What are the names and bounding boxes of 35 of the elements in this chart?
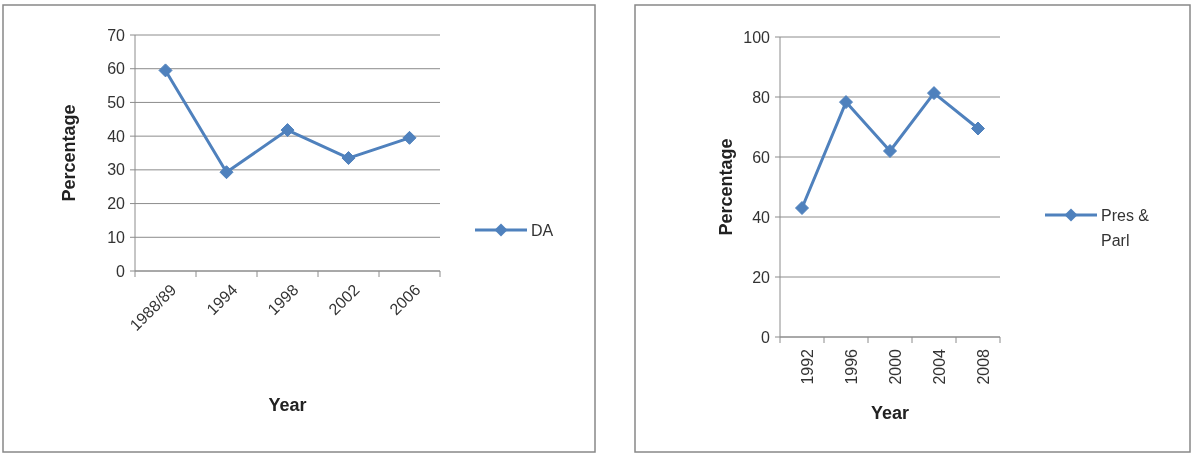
point bbox=[795, 201, 809, 215]
point bbox=[971, 121, 985, 136]
x-tick-label: 2000 bbox=[886, 348, 904, 385]
y-tick-label: 60 bbox=[752, 148, 771, 166]
point bbox=[927, 86, 941, 101]
point bbox=[158, 63, 173, 78]
x-tick-label: 1996 bbox=[842, 348, 860, 385]
x-tick-label: 2008 bbox=[974, 348, 992, 385]
y-tick-label: 80 bbox=[752, 88, 771, 106]
y-tick-label: 10 bbox=[107, 228, 126, 246]
point bbox=[839, 95, 853, 110]
x-tick-label: 2004 bbox=[930, 348, 948, 385]
point bbox=[341, 151, 356, 166]
legend-label: DA bbox=[531, 221, 554, 239]
y-tick-label: 40 bbox=[107, 127, 126, 145]
y-tick-label: 60 bbox=[107, 60, 126, 78]
x-tick-label: 1992 bbox=[798, 348, 816, 385]
y-tick-label: 40 bbox=[752, 208, 771, 226]
point bbox=[280, 123, 295, 138]
y-axis-title: Percentage bbox=[716, 138, 736, 236]
y-axis-title: Percentage bbox=[59, 104, 79, 202]
y-tick-label: 20 bbox=[107, 195, 126, 213]
legend-label: Pres & Parl bbox=[1101, 206, 1150, 250]
y-tick-label: 30 bbox=[107, 161, 126, 179]
point bbox=[219, 165, 234, 180]
y-tick-label: 0 bbox=[116, 262, 126, 280]
y-tick-label: 70 bbox=[107, 26, 126, 44]
point bbox=[402, 130, 417, 145]
y-tick-label: 0 bbox=[761, 328, 771, 346]
x-axis-title: Year bbox=[870, 403, 910, 423]
y-tick-label: 50 bbox=[107, 94, 126, 112]
y-tick-label: 20 bbox=[752, 268, 771, 286]
point bbox=[883, 144, 897, 158]
x-axis-title: Year bbox=[268, 395, 307, 415]
y-tick-label: 100 bbox=[743, 28, 771, 46]
